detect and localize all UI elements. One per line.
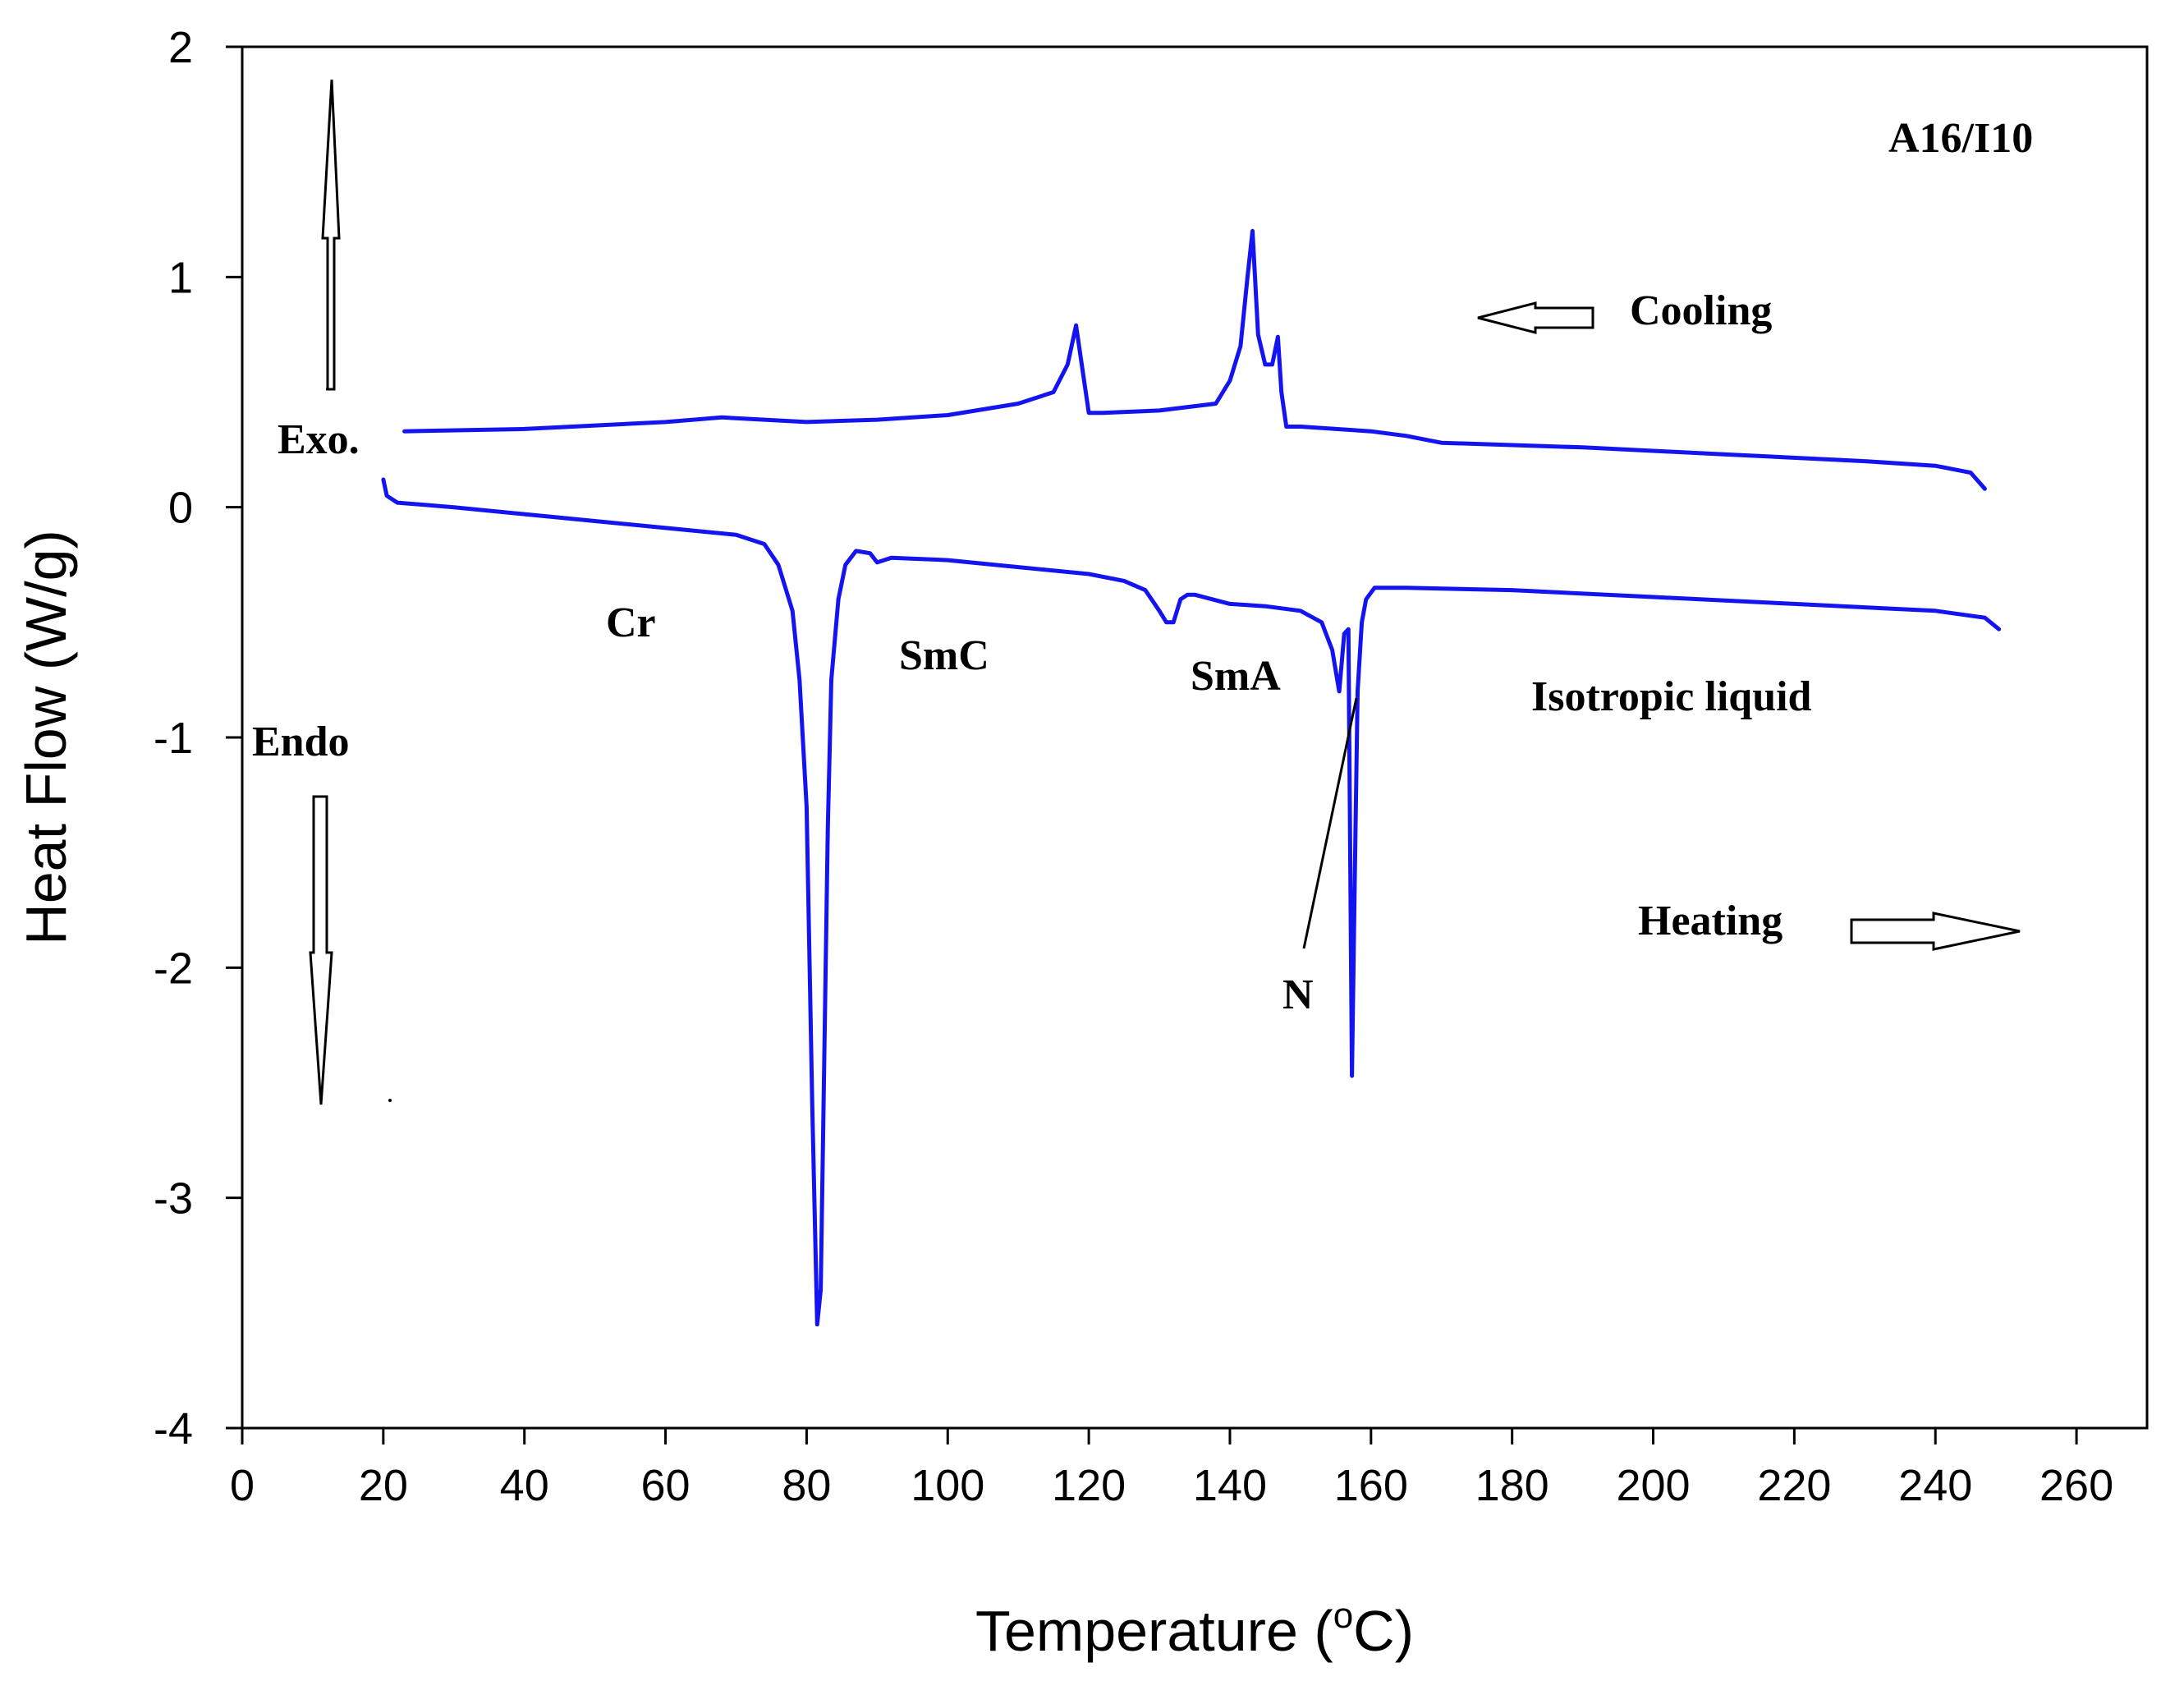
smc-label: SmC xyxy=(899,632,989,679)
cooling-curve xyxy=(402,228,1987,491)
x-tick-label: 140 xyxy=(1193,1461,1267,1510)
cr-label: Cr xyxy=(606,599,656,646)
y-tick-label: -4 xyxy=(154,1404,193,1454)
stray-dot xyxy=(388,1099,392,1102)
sample-label: A16/I10 xyxy=(1888,115,2033,162)
y-axis-title: Heat Flow (W/g) xyxy=(14,530,78,945)
x-tick-label: 80 xyxy=(782,1461,831,1510)
exo-up-arrow-icon xyxy=(321,79,341,391)
x-tick-label: 120 xyxy=(1052,1461,1126,1510)
x-tick-label: 260 xyxy=(2039,1461,2113,1510)
endo-label: Endo xyxy=(252,719,350,765)
x-axis-unit-open: ( xyxy=(1314,1599,1333,1663)
cooling-left-arrow-icon xyxy=(1477,301,1594,334)
x-tick-label: 240 xyxy=(1898,1461,1972,1510)
x-tick-label: 180 xyxy=(1475,1461,1549,1510)
heating-label: Heating xyxy=(1638,898,1783,944)
y-tick-label: -1 xyxy=(154,714,193,763)
cooling-label: Cooling xyxy=(1630,287,1772,334)
x-axis-unit-degree: o xyxy=(1333,1596,1353,1636)
x-axis-title: Temperature (oC) xyxy=(975,1596,1414,1663)
plot-frame xyxy=(241,45,2149,1430)
heating-curve xyxy=(381,477,2002,1327)
series-layer xyxy=(381,228,2002,1327)
x-axis-unit-close: C) xyxy=(1353,1599,1414,1663)
x-tick-label: 20 xyxy=(359,1461,408,1510)
y-tick-label: 0 xyxy=(168,484,193,533)
x-tick-label: 100 xyxy=(911,1461,984,1510)
x-axis-title-main: Temperature xyxy=(975,1599,1298,1663)
n-label: N xyxy=(1282,971,1314,1018)
x-tick-label: 200 xyxy=(1616,1461,1690,1510)
isotropic-liquid-label: Isotropic liquid xyxy=(1531,673,1812,720)
x-tick-label: 0 xyxy=(230,1461,255,1510)
y-tick-label: 1 xyxy=(168,253,193,302)
exo-label: Exo. xyxy=(278,416,360,463)
x-tick-label: 60 xyxy=(641,1461,691,1510)
x-tick-label: 220 xyxy=(1757,1461,1831,1510)
x-tick-label: 160 xyxy=(1334,1461,1408,1510)
y-tick-label: -2 xyxy=(154,944,193,993)
endo-down-arrow-icon xyxy=(309,795,333,1105)
y-tick-label: -3 xyxy=(154,1174,193,1224)
sma-label: SmA xyxy=(1191,653,1281,700)
n-leader-line xyxy=(1302,697,1358,949)
x-tick-label: 40 xyxy=(500,1461,549,1510)
y-tick-label: 2 xyxy=(168,23,193,72)
axis-ticks: 0 20 40 60 80 100 120 140 160 180 200 220 240 260-4-3… xyxy=(154,23,2113,1510)
heating-right-arrow-icon xyxy=(1850,912,2021,951)
plot-area: 0 20 40 60 80 100 120 140 160 180 200 220 240 260-4-3… xyxy=(154,23,2149,1510)
x-axis-title-space xyxy=(1298,1599,1314,1663)
